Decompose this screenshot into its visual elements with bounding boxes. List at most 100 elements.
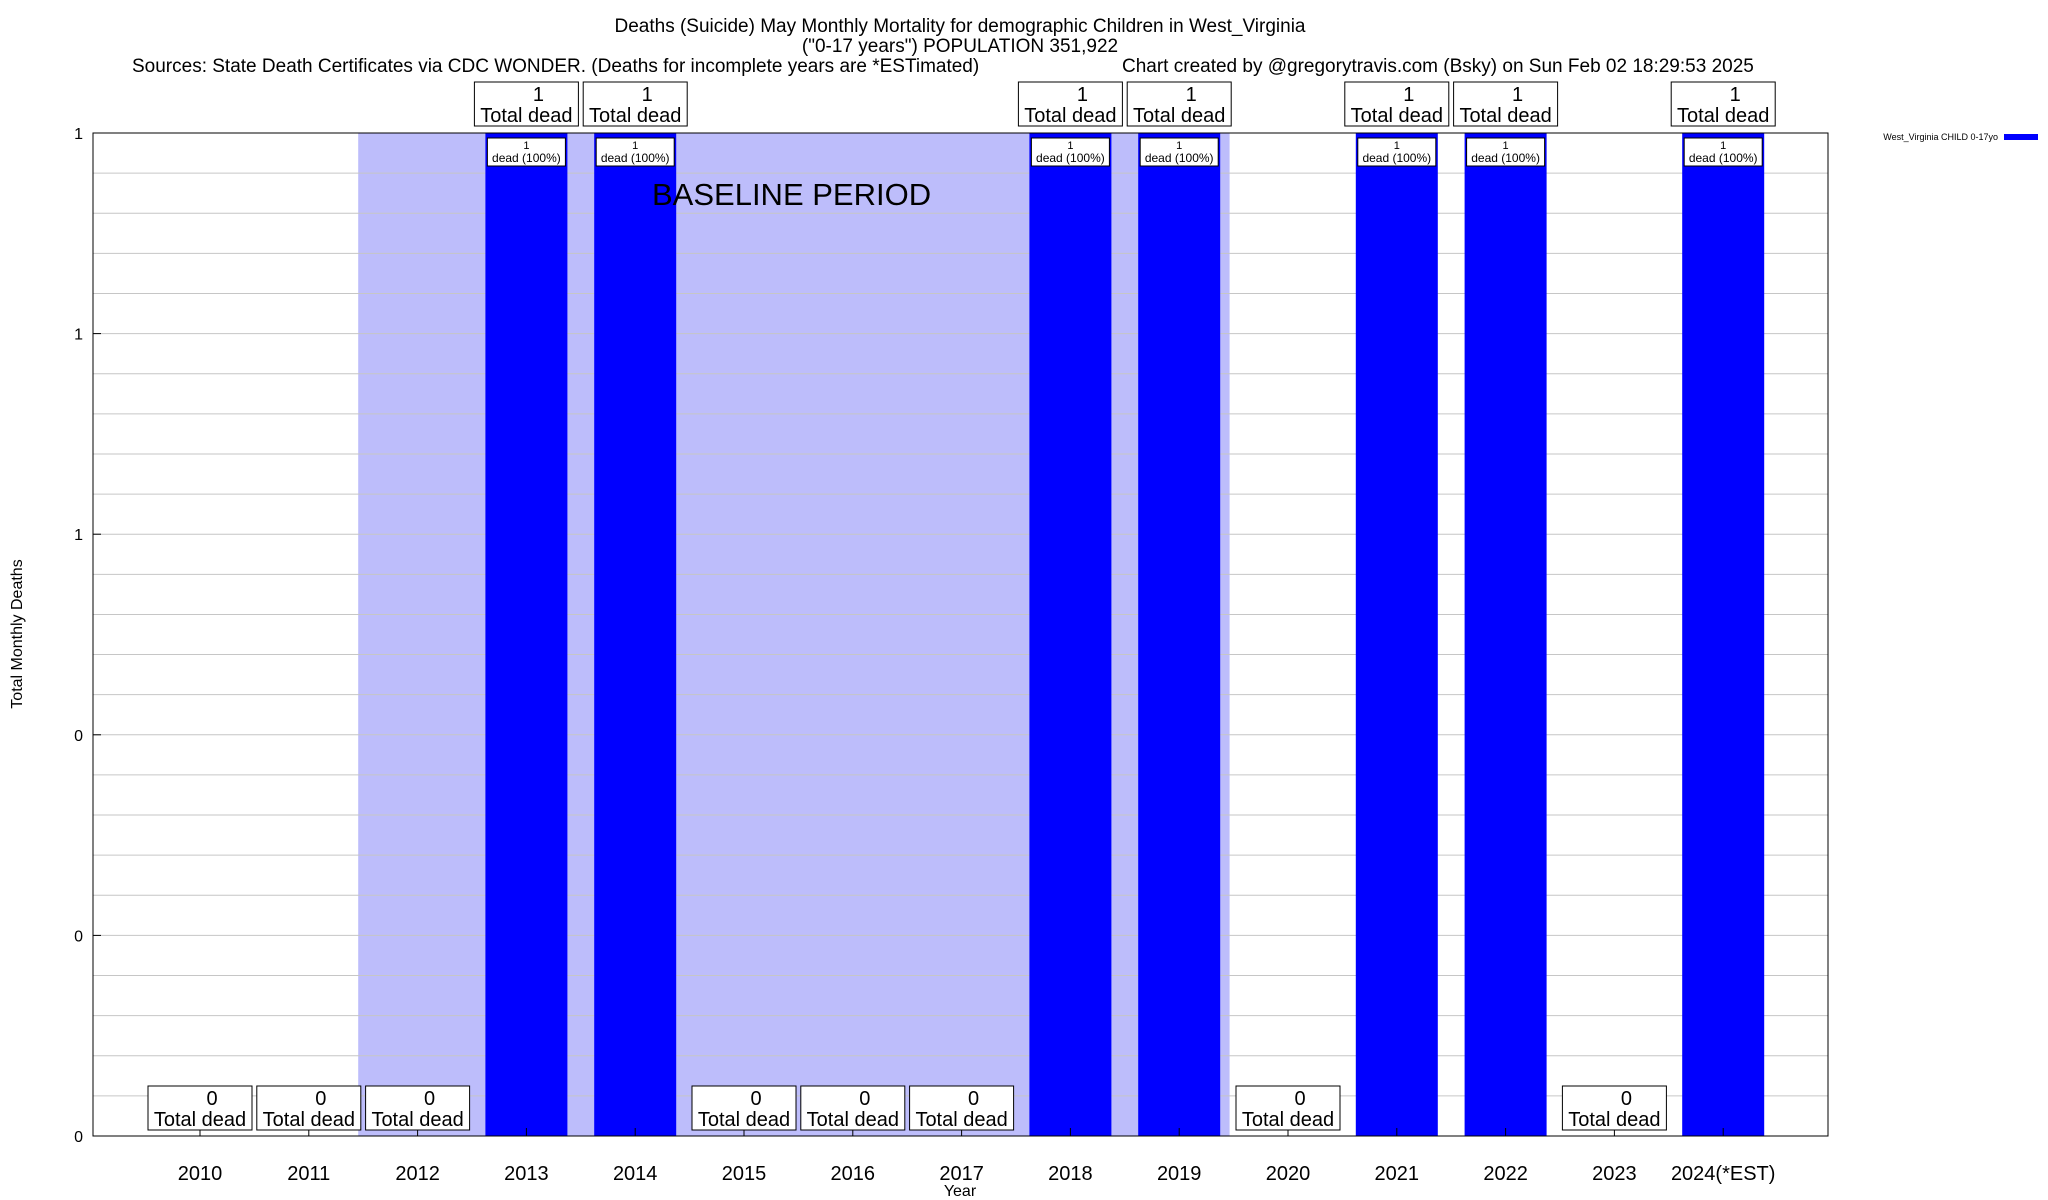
total-dead-label: Total dead xyxy=(1677,105,1769,127)
x-tick-label-2013: 2013 xyxy=(504,1163,549,1185)
bar-2022 xyxy=(1464,133,1547,1136)
x-tick-label-2018: 2018 xyxy=(1048,1163,1093,1185)
total-count-label: 0 xyxy=(1294,1088,1305,1110)
total-dead-label: Total dead xyxy=(807,1109,899,1131)
total-label-box xyxy=(691,1085,797,1131)
y-tick-label: 0 xyxy=(74,728,83,745)
total-label-box xyxy=(909,1085,1015,1131)
total-count-label: 1 xyxy=(1730,84,1741,106)
bar-value-label: 1 xyxy=(1503,140,1509,152)
x-tick-label-2022: 2022 xyxy=(1483,1163,1528,1185)
total-label-box xyxy=(1017,81,1123,127)
total-dead-label: Total dead xyxy=(1351,105,1443,127)
total-dead-label: Total dead xyxy=(263,1109,355,1131)
total-count-label: 1 xyxy=(642,84,653,106)
baseline-period-label: BASELINE PERIOD xyxy=(652,177,931,212)
total-count-label: 0 xyxy=(750,1088,761,1110)
bar-percent-label: dead (100%) xyxy=(601,151,670,165)
total-dead-label: Total dead xyxy=(915,1109,1007,1131)
bar-value-label: 1 xyxy=(1176,140,1182,152)
bar-2014 xyxy=(594,133,677,1136)
x-tick-label-2010: 2010 xyxy=(178,1163,223,1185)
total-dead-label: Total dead xyxy=(371,1109,463,1131)
bar-2018 xyxy=(1029,133,1112,1136)
bar-value-label: 1 xyxy=(1067,140,1073,152)
total-label-box xyxy=(1561,1085,1667,1131)
total-label-box xyxy=(1453,81,1559,127)
total-label-box xyxy=(582,81,688,127)
x-tick-label-2020: 2020 xyxy=(1266,1163,1311,1185)
bar-value-label-box xyxy=(1466,137,1546,167)
total-count-label: 0 xyxy=(206,1088,217,1110)
total-label-box xyxy=(1235,1085,1341,1131)
bar-value-label-box xyxy=(1357,137,1437,167)
total-count-label: 0 xyxy=(1621,1088,1632,1110)
total-label-box xyxy=(365,1085,471,1131)
x-tick-label-2011: 2011 xyxy=(287,1163,330,1185)
bar-2024(*EST) xyxy=(1682,133,1765,1136)
bar-value-label: 1 xyxy=(1394,140,1400,152)
total-label-box xyxy=(147,1085,253,1131)
y-tick-label: 1 xyxy=(74,327,83,344)
total-count-label: 1 xyxy=(1077,84,1088,106)
x-tick-label-2015: 2015 xyxy=(722,1163,767,1185)
plot-frame xyxy=(92,132,1829,1137)
total-count-label: 0 xyxy=(424,1088,435,1110)
total-count-label: 0 xyxy=(859,1088,870,1110)
bar-value-label-box xyxy=(486,137,566,167)
chart-title: Deaths (Suicide) May Monthly Mortality f… xyxy=(615,16,1306,37)
total-label-box xyxy=(800,1085,906,1131)
total-dead-label: Total dead xyxy=(1133,105,1225,127)
bar-percent-label: dead (100%) xyxy=(1145,151,1214,165)
x-tick-label-2017: 2017 xyxy=(939,1163,984,1185)
bar-percent-label: dead (100%) xyxy=(1471,151,1540,165)
bar-value-label: 1 xyxy=(1720,140,1726,152)
bar-2013 xyxy=(485,133,568,1136)
x-tick-label-2019: 2019 xyxy=(1157,1163,1202,1185)
sources-note: Sources: State Death Certificates via CD… xyxy=(132,56,979,77)
credit-note: Chart created by @gregorytravis.com (Bsk… xyxy=(1122,56,1754,77)
chart-subtitle: ("0-17 years") POPULATION 351,922 xyxy=(802,36,1118,57)
total-dead-label: Total dead xyxy=(1568,1109,1660,1131)
total-label-box xyxy=(256,1085,362,1131)
total-count-label: 0 xyxy=(968,1088,979,1110)
y-tick-label: 0 xyxy=(74,1129,83,1146)
x-tick-label-2016: 2016 xyxy=(831,1163,876,1185)
bar-2019 xyxy=(1138,133,1221,1136)
x-tick-label-2024(*EST): 2024(*EST) xyxy=(1671,1163,1776,1185)
y-axis-label: Total Monthly Deaths xyxy=(9,559,26,708)
total-dead-label: Total dead xyxy=(698,1109,790,1131)
bar-2021 xyxy=(1355,133,1438,1136)
bar-percent-label: dead (100%) xyxy=(1362,151,1431,165)
total-dead-label: Total dead xyxy=(589,105,681,127)
total-dead-label: Total dead xyxy=(480,105,572,127)
total-dead-label: Total dead xyxy=(154,1109,246,1131)
total-label-box xyxy=(1344,81,1450,127)
bar-value-label: 1 xyxy=(632,140,638,152)
bar-percent-label: dead (100%) xyxy=(1036,151,1105,165)
x-tick-label-2012: 2012 xyxy=(395,1163,440,1185)
bar-percent-label: dead (100%) xyxy=(492,151,561,165)
bar-value-label-box xyxy=(1139,137,1219,167)
total-label-box xyxy=(1670,81,1776,127)
bar-value-label-box xyxy=(1683,137,1763,167)
total-label-box xyxy=(1126,81,1232,127)
legend-label: West_Virginia CHILD 0-17yo xyxy=(1883,132,1998,142)
total-count-label: 0 xyxy=(315,1088,326,1110)
total-count-label: 1 xyxy=(1512,84,1523,106)
total-dead-label: Total dead xyxy=(1459,105,1551,127)
total-dead-label: Total dead xyxy=(1024,105,1116,127)
bar-value-label-box xyxy=(595,137,675,167)
x-axis-label: Year xyxy=(944,1183,977,1200)
total-count-label: 1 xyxy=(533,84,544,106)
total-count-label: 1 xyxy=(1186,84,1197,106)
y-tick-label: 1 xyxy=(74,126,83,143)
bar-percent-label: dead (100%) xyxy=(1689,151,1758,165)
x-tick-label-2021: 2021 xyxy=(1375,1163,1420,1185)
total-dead-label: Total dead xyxy=(1242,1109,1334,1131)
y-tick-label: 1 xyxy=(74,527,83,544)
bar-value-label: 1 xyxy=(523,140,529,152)
bar-value-label-box xyxy=(1030,137,1110,167)
x-tick-label-2014: 2014 xyxy=(613,1163,658,1185)
